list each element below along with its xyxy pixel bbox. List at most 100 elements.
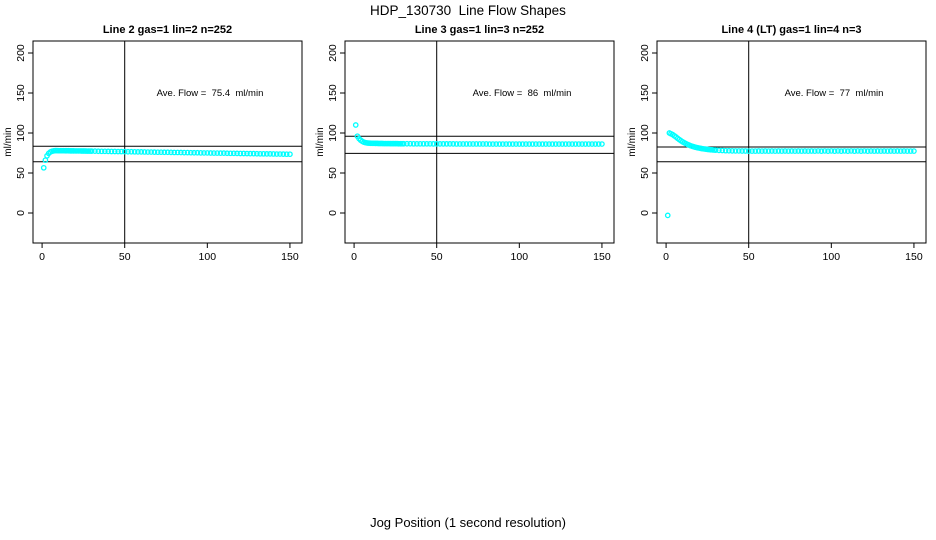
data-point xyxy=(131,148,138,155)
data-point xyxy=(739,148,745,154)
data-point xyxy=(187,149,194,156)
data-point xyxy=(788,148,795,154)
data-point xyxy=(897,148,904,154)
data-point xyxy=(891,148,897,154)
data-point xyxy=(250,150,257,157)
data-point xyxy=(92,148,98,155)
y-tick-label: 0 xyxy=(639,210,651,216)
y-tick-label: 200 xyxy=(327,44,339,62)
ave-flow-annotation: Ave. Flow = 77 ml/min xyxy=(785,88,884,99)
y-tick-label: 150 xyxy=(327,84,339,102)
data-point xyxy=(453,141,460,147)
panel-plot-line2: 0 50 100 150 0 50 100 150 200 ml/min Line 2 gas=1 … xyxy=(3,24,303,263)
data-point xyxy=(230,150,237,157)
data-point xyxy=(529,141,536,147)
data-point xyxy=(871,148,878,154)
data-point xyxy=(404,140,410,147)
y-tick-label: 100 xyxy=(15,124,27,142)
panel-title: Line 3 gas=1 lin=3 n=252 xyxy=(415,24,544,36)
data-point xyxy=(599,141,605,147)
y-axis-label: ml/min xyxy=(627,127,638,156)
y-tick-label: 100 xyxy=(639,124,651,142)
x-tick-label: 150 xyxy=(905,251,923,263)
data-point xyxy=(260,150,267,157)
data-point xyxy=(556,141,562,147)
data-point xyxy=(184,149,191,156)
plot-box xyxy=(656,40,927,244)
data-point xyxy=(277,151,283,157)
data-point xyxy=(273,151,280,157)
data-point xyxy=(765,148,772,154)
data-point xyxy=(440,141,447,147)
data-point xyxy=(197,149,204,156)
data-point xyxy=(768,148,775,154)
data-point xyxy=(257,150,264,157)
data-point xyxy=(589,141,595,147)
data-point xyxy=(542,141,549,147)
x-tick-label: 100 xyxy=(199,251,217,263)
data-point xyxy=(546,141,552,147)
panel-row: 0 50 100 150 0 50 100 150 200 ml/min Line 2 gas=1 … xyxy=(0,20,936,280)
y-tick-label: 50 xyxy=(327,167,339,179)
data-point xyxy=(420,140,427,147)
data-point xyxy=(821,148,828,154)
data-point xyxy=(423,140,430,147)
data-point xyxy=(802,148,808,154)
data-point xyxy=(539,141,546,147)
data-point xyxy=(506,141,513,147)
data-point xyxy=(516,141,523,147)
data-point xyxy=(884,148,891,154)
data-point xyxy=(795,148,802,154)
data-point xyxy=(490,141,496,147)
data-point xyxy=(447,141,453,147)
data-point xyxy=(503,141,509,147)
panel-title: Line 2 gas=1 lin=2 n=252 xyxy=(103,24,232,36)
data-point xyxy=(569,141,576,147)
data-point xyxy=(237,150,244,157)
data-point xyxy=(148,149,154,155)
x-tick-label: 100 xyxy=(823,251,841,263)
data-point xyxy=(466,141,473,147)
data-point xyxy=(805,148,812,154)
data-point xyxy=(194,149,201,156)
data-point xyxy=(496,141,503,147)
data-point xyxy=(749,148,755,154)
data-point xyxy=(174,149,181,156)
data-point xyxy=(486,141,493,147)
data-point xyxy=(480,141,486,147)
data-point xyxy=(818,148,825,155)
x-tick-label: 50 xyxy=(431,251,443,263)
data-point xyxy=(138,149,145,155)
plot-box xyxy=(32,40,303,244)
data-point xyxy=(207,150,214,156)
data-point xyxy=(144,149,151,155)
ave-flow-annotation: Ave. Flow = 86 ml/min xyxy=(473,88,572,99)
data-point xyxy=(742,148,749,154)
data-point xyxy=(283,151,290,158)
data-point xyxy=(901,148,907,154)
data-point xyxy=(427,140,433,147)
data-point xyxy=(400,140,407,147)
data-point xyxy=(158,149,164,156)
data-point xyxy=(270,151,277,157)
data-point xyxy=(841,148,848,154)
data-point xyxy=(719,147,726,154)
y-tick-label: 0 xyxy=(327,210,339,216)
data-point xyxy=(585,141,592,147)
data-point xyxy=(772,148,778,154)
data-point xyxy=(40,164,47,171)
data-point xyxy=(151,149,158,155)
data-point xyxy=(463,141,470,147)
data-point xyxy=(664,212,671,219)
data-point xyxy=(108,148,115,155)
x-tick-label: 0 xyxy=(663,251,669,263)
x-tick-label: 0 xyxy=(351,251,357,263)
data-point xyxy=(141,149,148,155)
y-tick-label: 0 xyxy=(15,210,27,216)
data-point xyxy=(712,147,719,153)
x-tick-label: 100 xyxy=(511,251,529,263)
data-point xyxy=(838,148,845,155)
data-point xyxy=(759,148,765,154)
data-point xyxy=(287,151,293,158)
